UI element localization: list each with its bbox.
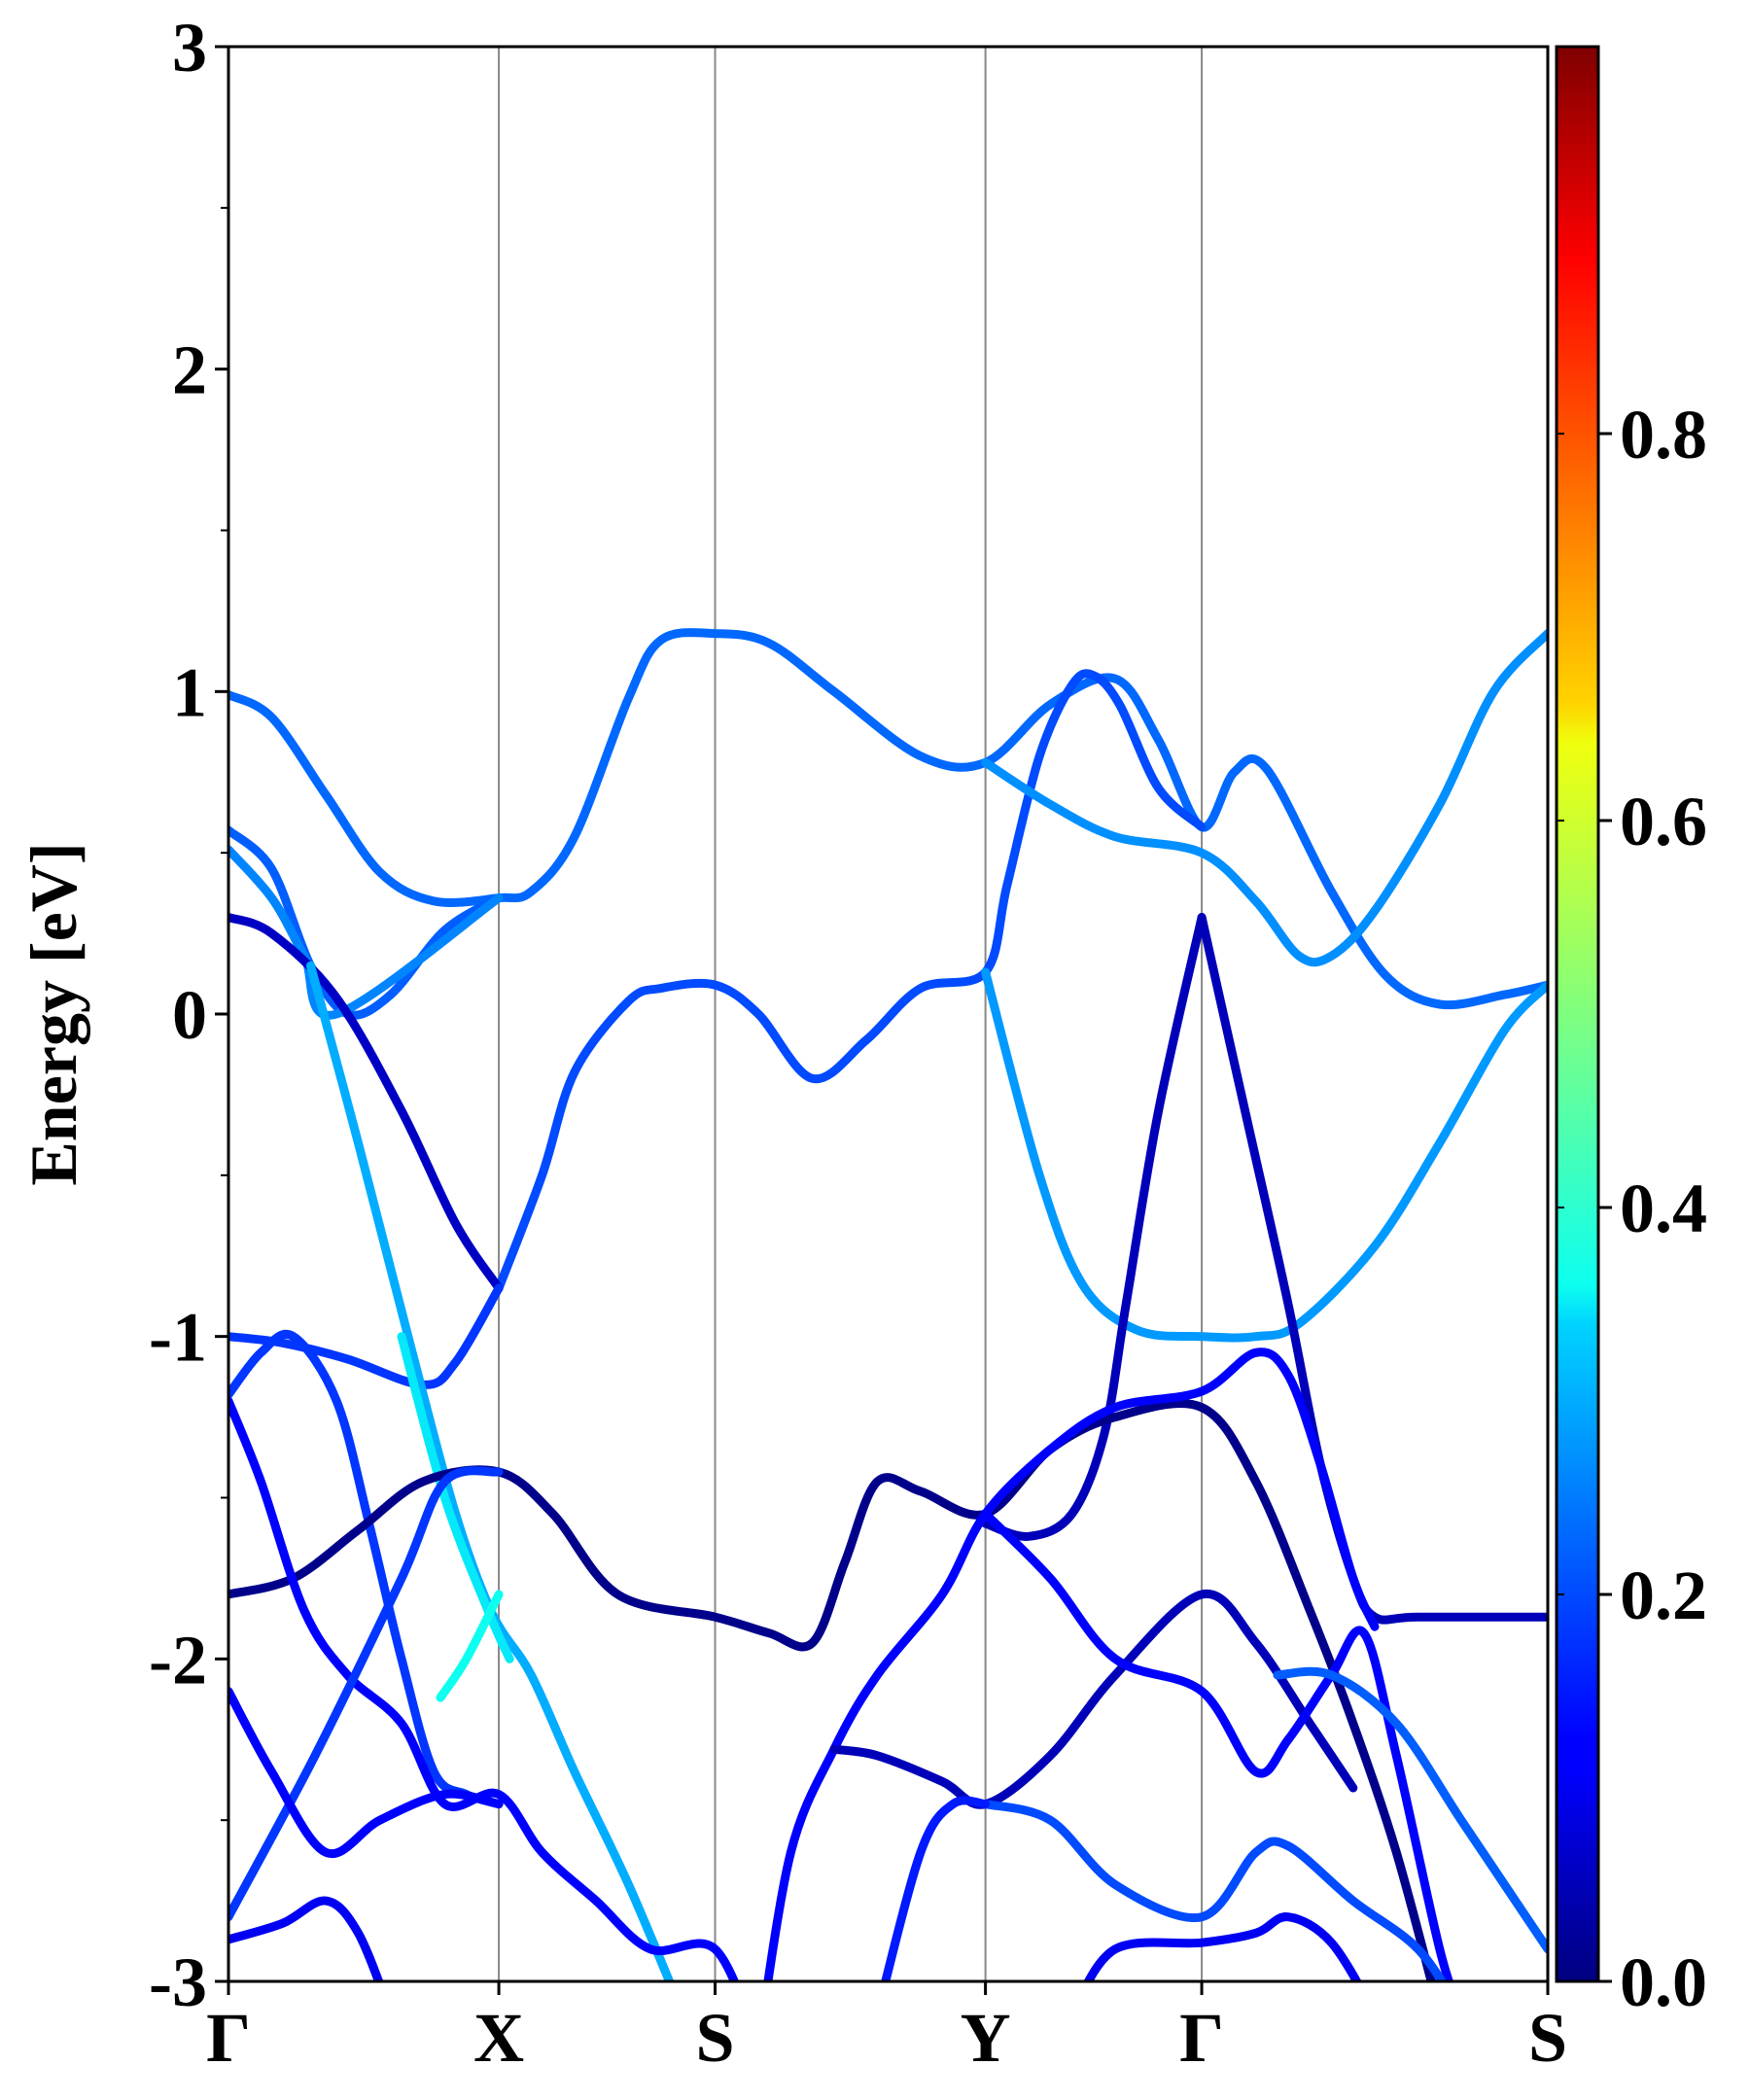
y-tick-label: 0 <box>172 976 207 1054</box>
colorbar-tick-label: 0.6 <box>1620 783 1707 860</box>
kpoint-gridlines <box>498 47 1204 1981</box>
colorbar-tick-label: 0.8 <box>1620 396 1707 473</box>
band-line <box>494 669 1207 1293</box>
x-kpoint-label: Y <box>961 1999 1011 2077</box>
colorbar: 0.0 0.2 0.4 0.6 0.8 <box>1555 45 1707 2021</box>
band-line <box>397 1332 514 1663</box>
x-kpoint-label: S <box>696 1999 735 2077</box>
y-tick-label: 1 <box>172 653 207 731</box>
colorbar-tick-label: 0.2 <box>1620 1557 1707 1634</box>
band-line <box>228 628 1548 1010</box>
colorbar-ticks: 0.0 0.2 0.4 0.6 0.8 <box>1557 396 1707 2021</box>
y-tick-label: -3 <box>149 1943 207 2021</box>
colorbar-tick-label: 0.4 <box>1620 1170 1707 1247</box>
y-tick-label: 2 <box>172 332 207 409</box>
x-kpoint-label: X <box>473 1999 524 2077</box>
band-line <box>306 961 675 1981</box>
band-line <box>881 1796 991 1981</box>
x-kpoint-label: S <box>1528 1999 1567 2077</box>
band-line <box>981 1509 1454 1981</box>
band-line <box>228 1283 504 1389</box>
band-lines <box>228 628 1548 1981</box>
band-line <box>1083 1912 1362 1981</box>
band-line <box>981 967 1548 1343</box>
x-kpoint-label: Γ <box>1179 1999 1224 2077</box>
band-line <box>981 629 1548 967</box>
band-line <box>1273 1666 1548 1954</box>
band-line <box>228 1466 504 1922</box>
y-tick-label: -1 <box>149 1299 207 1377</box>
x-kpoint-label: Γ <box>206 1999 251 2077</box>
band-line <box>1197 913 1548 1625</box>
band-line <box>981 1800 1448 1981</box>
y-axis-ticks: -3 -2 -1 0 1 2 3 <box>149 9 228 2021</box>
band-line <box>228 913 504 1293</box>
colorbar-gradient <box>1555 45 1600 1983</box>
colorbar-tick-label: 0.0 <box>1620 1943 1707 2021</box>
y-tick-label: 3 <box>172 9 207 87</box>
band-line <box>763 1348 1380 1981</box>
band-line <box>228 1896 384 1981</box>
band-line <box>981 913 1207 1541</box>
band-line <box>436 1590 504 1702</box>
y-tick-label: -2 <box>149 1621 207 1698</box>
band-line <box>228 1396 740 1981</box>
y-axis-label: Energy [eV] <box>17 842 90 1185</box>
band-line <box>228 1329 504 1809</box>
band-line <box>829 1589 1358 1809</box>
band-line <box>228 1687 504 1859</box>
